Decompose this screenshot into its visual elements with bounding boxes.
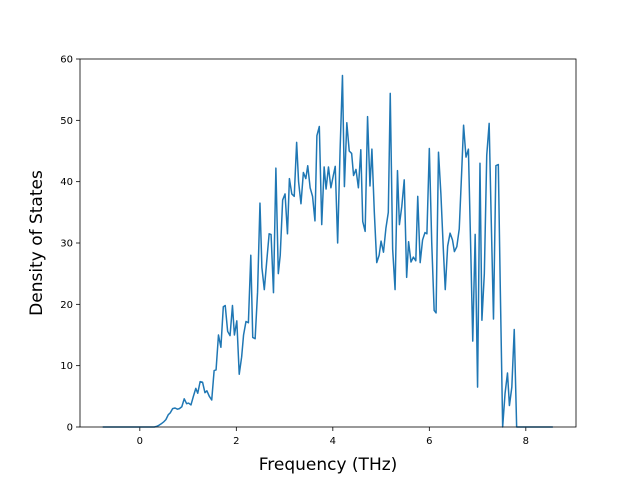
y-tick-label: 10 (60, 361, 73, 372)
x-tick-label: 4 (330, 436, 336, 447)
y-tick-label: 40 (60, 177, 73, 188)
x-axis-label: Frequency (THz) (259, 455, 398, 475)
y-tick-label: 30 (60, 239, 73, 250)
x-tick-label: 8 (523, 436, 529, 447)
x-tick-label: 0 (137, 436, 143, 447)
y-tick-label: 60 (60, 55, 73, 66)
x-tick-label: 2 (233, 436, 239, 447)
data-line (102, 74, 553, 428)
plot-frame (79, 58, 577, 428)
y-tick-label: 50 (60, 116, 73, 127)
y-tick-label: 0 (67, 423, 73, 434)
x-tick-label: 6 (426, 436, 432, 447)
y-tick-label: 20 (60, 300, 73, 311)
y-axis-label: Density of States (27, 170, 47, 316)
